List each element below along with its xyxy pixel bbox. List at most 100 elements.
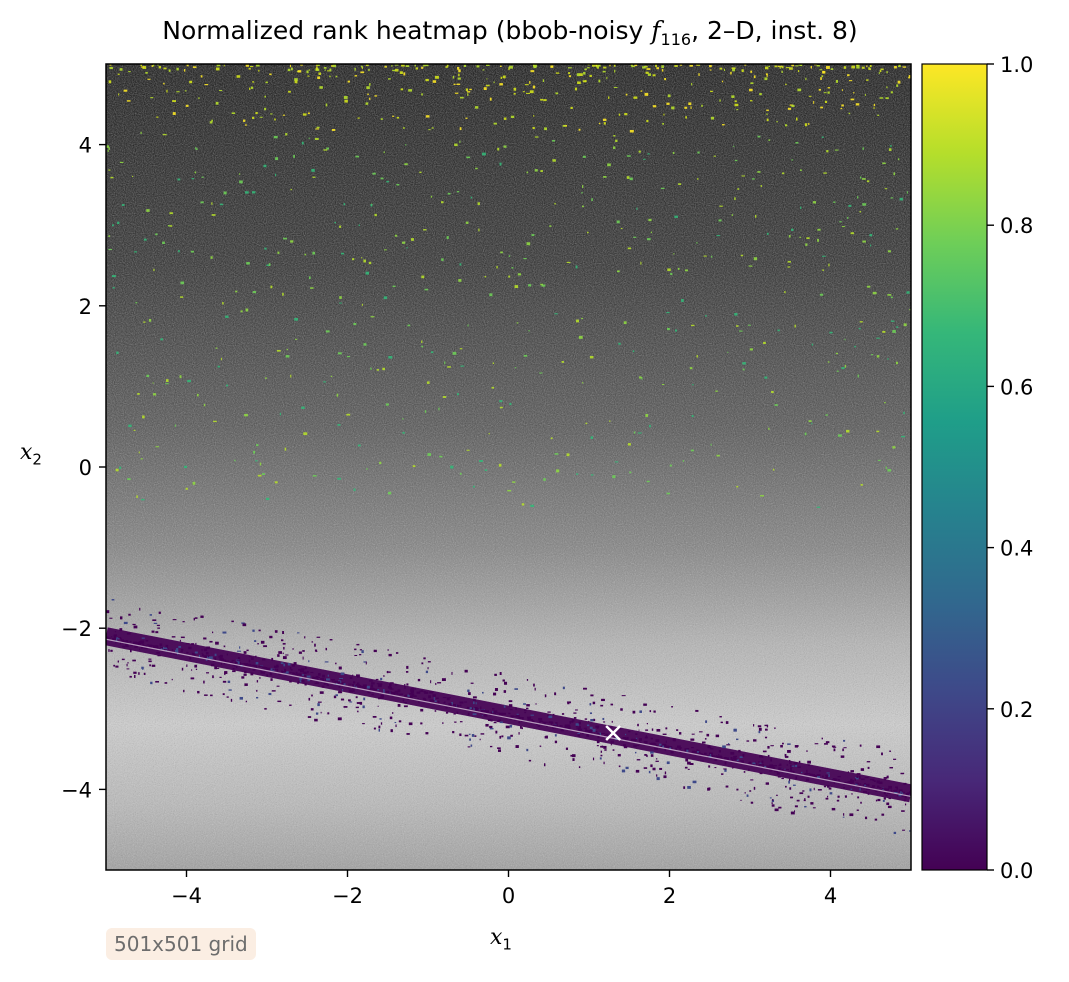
valley-speckle (195, 642, 197, 646)
valley-speckle (242, 623, 247, 627)
speckle (631, 65, 635, 68)
speckle (859, 176, 862, 179)
valley-speckle (355, 706, 359, 709)
valley-speckle (404, 686, 406, 689)
speckle (666, 492, 670, 495)
speckle (467, 324, 469, 327)
y-tick-label: 4 (79, 134, 92, 158)
valley-speckle (383, 675, 385, 677)
speckle (534, 169, 538, 172)
speckle (134, 251, 137, 253)
valley-speckle (554, 692, 557, 696)
valley-speckle (351, 683, 355, 686)
speckle (719, 99, 721, 102)
speckle (633, 431, 636, 434)
valley-speckle (705, 720, 708, 723)
valley-speckle (831, 778, 835, 781)
valley-speckle (691, 733, 695, 735)
valley-speckle (883, 777, 887, 779)
valley-speckle (260, 670, 263, 674)
speckle (119, 68, 123, 71)
valley-speckle (900, 772, 905, 775)
valley-speckle (698, 753, 701, 755)
speckle (797, 70, 800, 73)
valley-speckle (245, 700, 248, 703)
speckle (666, 312, 670, 314)
valley-speckle (314, 676, 319, 680)
speckle (499, 406, 503, 409)
valley-speckle (395, 683, 397, 686)
speckle (607, 163, 611, 167)
valley-speckle (596, 725, 599, 729)
valley-speckle (143, 645, 147, 647)
valley-speckle (204, 694, 208, 696)
valley-speckle (120, 637, 122, 641)
valley-speckle (468, 692, 471, 696)
speckle (688, 102, 692, 106)
valley-speckle (222, 658, 224, 661)
valley-speckle (159, 643, 163, 647)
valley-speckle (474, 708, 478, 712)
speckle (400, 88, 404, 91)
speckle (189, 80, 193, 84)
valley-speckle (464, 701, 468, 703)
speckle (603, 122, 606, 125)
speckle (854, 345, 856, 348)
title-prefix: Normalized rank heatmap (bbob-noisy (162, 16, 652, 45)
valley-speckle (222, 693, 225, 696)
valley-speckle (736, 759, 739, 762)
valley-speckle (325, 647, 328, 651)
speckle (764, 66, 769, 70)
valley-speckle (301, 674, 305, 676)
valley-speckle (527, 718, 529, 721)
valley-speckle (441, 678, 446, 681)
valley-speckle (267, 667, 271, 671)
valley-speckle (808, 773, 811, 775)
valley-speckle (385, 690, 390, 694)
valley-speckle (735, 755, 737, 758)
speckle (747, 324, 751, 326)
valley-speckle (282, 643, 286, 645)
valley-speckle (493, 692, 497, 696)
speckle (456, 190, 460, 193)
valley-speckle (759, 755, 763, 758)
speckle (266, 264, 270, 266)
speckle (741, 175, 745, 177)
valley-speckle (508, 712, 511, 715)
valley-speckle (758, 727, 762, 731)
speckle (552, 140, 556, 142)
valley-speckle (361, 650, 364, 654)
speckle (108, 248, 113, 251)
valley-speckle (218, 655, 222, 658)
speckle (609, 420, 611, 422)
valley-speckle (804, 805, 807, 808)
speckle (407, 324, 411, 327)
speckle (887, 250, 891, 253)
valley-speckle (136, 642, 139, 646)
speckle (470, 196, 473, 199)
valley-speckle (452, 731, 455, 734)
valley-speckle (298, 651, 302, 654)
valley-speckle (669, 746, 672, 750)
valley-speckle (390, 688, 394, 690)
speckle (211, 202, 213, 205)
valley-speckle (564, 724, 569, 728)
valley-speckle (357, 710, 359, 713)
speckle (367, 93, 369, 95)
speckle (869, 64, 872, 68)
speckle (432, 80, 437, 83)
valley-speckle (867, 792, 870, 795)
speckle (245, 308, 249, 312)
valley-speckle (117, 660, 119, 663)
speckle (500, 251, 503, 254)
speckle (529, 90, 534, 94)
valley-speckle (453, 713, 456, 715)
valley-speckle (194, 651, 198, 654)
speckle (255, 112, 258, 115)
valley-speckle (430, 680, 432, 684)
valley-speckle (195, 668, 198, 670)
speckle (626, 155, 631, 157)
valley-speckle (375, 688, 378, 691)
valley-speckle (335, 662, 337, 665)
valley-speckle (371, 687, 375, 691)
